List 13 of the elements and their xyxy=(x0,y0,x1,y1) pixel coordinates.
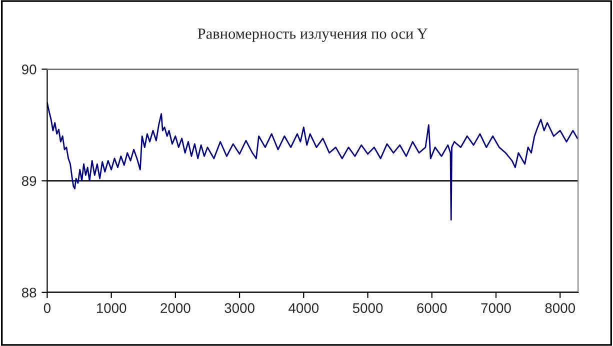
y-tick-label: 88 xyxy=(22,288,36,298)
x-tick-label: 3000 xyxy=(224,303,254,313)
x-tick-label: 4000 xyxy=(288,303,319,313)
x-tick-label: 5000 xyxy=(352,303,383,313)
x-tick-label: 1000 xyxy=(96,303,126,313)
x-tick-label: 7000 xyxy=(481,303,511,313)
y-tick-label: 90 xyxy=(22,64,36,74)
x-tick-label: 2000 xyxy=(160,303,190,313)
x-tick-label: 0 xyxy=(44,303,51,313)
chart-title: Равномерность излучения по оси Y xyxy=(198,28,428,42)
y-tick-label: 89 xyxy=(22,176,36,186)
x-tick-label: 6000 xyxy=(417,303,447,313)
x-tick-label: 8000 xyxy=(545,303,576,313)
